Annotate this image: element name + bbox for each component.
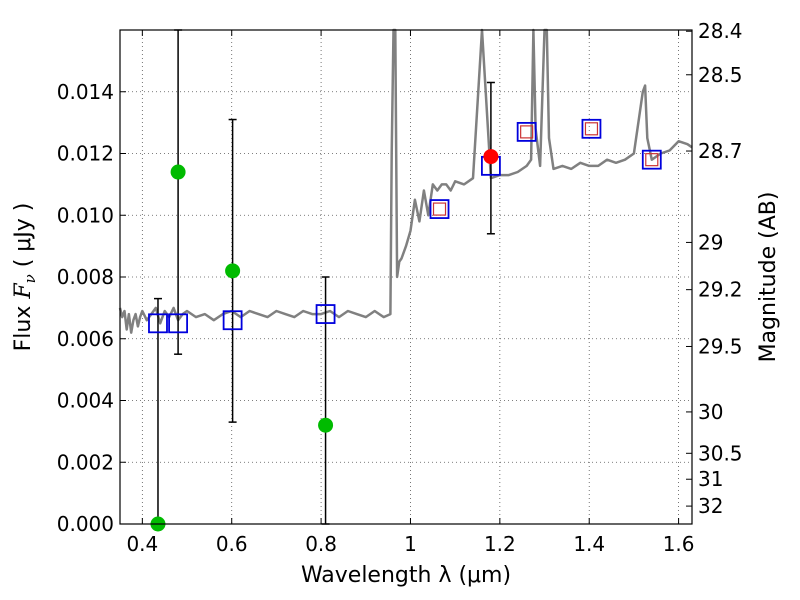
model-flux-marker bbox=[222, 310, 243, 331]
x-tick-label: 1 bbox=[404, 532, 417, 556]
y2-tick-label: 30.5 bbox=[698, 441, 743, 465]
optical-photometry-marker bbox=[318, 417, 334, 433]
x-tick-label: 1.6 bbox=[663, 532, 695, 556]
y-axis-label: Flux Fν ( μJy ) bbox=[11, 203, 39, 352]
y2-tick-label: 29.2 bbox=[698, 278, 743, 302]
nir-photometry-marker bbox=[520, 125, 534, 139]
model-flux-marker bbox=[429, 199, 450, 219]
x-tick-label: 0.6 bbox=[216, 532, 248, 556]
y-axis-label-symbol: F bbox=[11, 283, 36, 300]
y-axis-label-prefix: Flux bbox=[11, 299, 36, 352]
y2-axis-ticks: 28.4 28.5 28.7 29 29.2 29.5 30 30.531 32 bbox=[686, 19, 743, 518]
optical-photometry-marker bbox=[170, 164, 186, 180]
y2-tick-label: 29.5 bbox=[698, 334, 743, 358]
nir-photometry-marker bbox=[645, 153, 659, 167]
nir-photometry-marker bbox=[432, 202, 447, 216]
y2-tick-label: 30 bbox=[698, 400, 723, 424]
model-flux-marker bbox=[168, 313, 188, 334]
y-tick-label: 0.000 bbox=[57, 512, 114, 536]
x-tick-label: 1.4 bbox=[573, 532, 605, 556]
model-flux-marker bbox=[581, 118, 602, 139]
x-tick-label: 0.4 bbox=[126, 532, 158, 556]
y2-tick-label: 28.5 bbox=[698, 63, 743, 87]
y2-tick-label: 29 bbox=[698, 230, 723, 254]
model-flux-marker bbox=[315, 304, 336, 324]
y-tick-label: 0.010 bbox=[57, 203, 114, 227]
y-tick-label: 0.002 bbox=[57, 450, 114, 474]
y2-axis-label: Magnitude (AB) bbox=[756, 192, 781, 363]
y-axis-label-subscript: ν bbox=[21, 274, 39, 283]
y-tick-label: 0.012 bbox=[57, 142, 114, 166]
x-tick-label: 1.2 bbox=[484, 532, 516, 556]
y-axis-ticks: 0.000 0.002 0.004 0.006 0.008 0.010 0.012 0.014 bbox=[57, 80, 126, 536]
marker-layer bbox=[148, 118, 662, 532]
model-flux-marker bbox=[641, 149, 662, 170]
y2-tick-label: 28.4 bbox=[698, 19, 743, 43]
nir-photometry-marker bbox=[584, 122, 599, 136]
model-flux-marker bbox=[516, 121, 537, 142]
y-tick-label: 0.014 bbox=[57, 80, 114, 104]
detection-marker bbox=[483, 149, 499, 165]
x-tick-label: 0.8 bbox=[305, 532, 337, 556]
x-axis-label: Wavelength λ (μm) bbox=[301, 563, 511, 588]
y-tick-label: 0.008 bbox=[57, 265, 114, 289]
optical-photometry-marker bbox=[225, 263, 241, 279]
y2-tick-label: 32 bbox=[698, 494, 723, 518]
y2-tick-label: 28.7 bbox=[698, 139, 743, 163]
model-flux-marker bbox=[148, 313, 168, 334]
y2-tick-label: 31 bbox=[698, 467, 723, 491]
y-axis-label-suffix: ( μJy ) bbox=[11, 203, 36, 275]
y-tick-label: 0.006 bbox=[57, 327, 114, 351]
x-axis-ticks: 0.4 0.6 0.8 1 1.2 1.4 1.6 bbox=[126, 30, 695, 556]
y-tick-label: 0.004 bbox=[57, 389, 114, 413]
